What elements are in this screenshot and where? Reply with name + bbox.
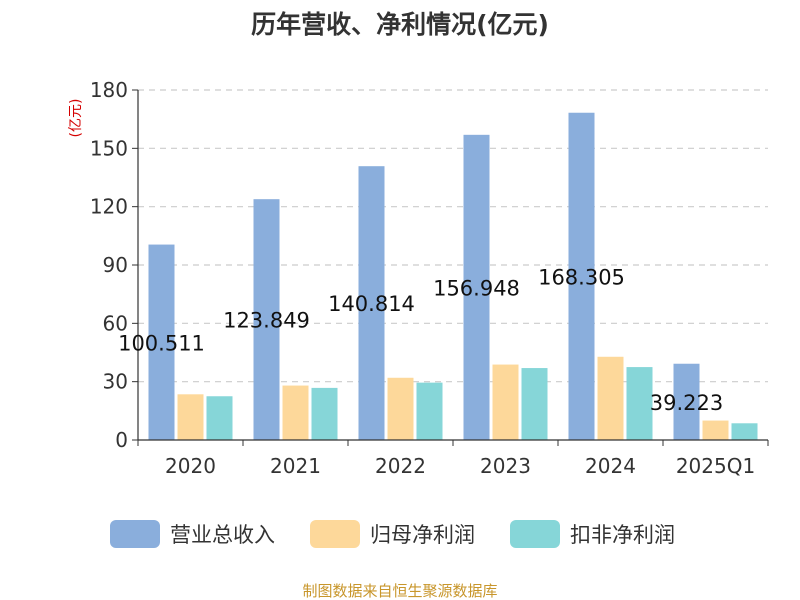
y-tick-label: 90 <box>103 253 128 277</box>
bar-2 <box>177 394 204 440</box>
tick-labels: 0 30 60 90 120 150 180 2020 2021 2022 2023 2024 2025… <box>90 78 755 478</box>
legend-label: 归母净利润 <box>370 523 475 547</box>
y-tick-label: 180 <box>90 78 128 102</box>
legend-label: 扣非净利润 <box>570 523 675 547</box>
data-label: 100.511 <box>118 331 205 355</box>
grid-lines <box>138 89 768 383</box>
x-tick-label: 2022 <box>375 454 426 478</box>
y-tick-label: 150 <box>90 136 128 160</box>
bars <box>148 112 758 440</box>
bar-2 <box>492 364 519 440</box>
x-tick-label: 2023 <box>480 454 531 478</box>
chart-title: 历年营收、净利情况(亿元) <box>251 10 549 39</box>
bar-1 <box>568 112 595 440</box>
bar-3 <box>416 382 443 440</box>
axes <box>132 89 769 446</box>
y-tick-label: 120 <box>90 195 128 219</box>
bar-1 <box>148 244 175 440</box>
bar-3 <box>626 367 653 440</box>
y-tick-label: 0 <box>115 428 128 452</box>
bar-1 <box>463 134 490 440</box>
bar-1 <box>253 199 280 440</box>
bar-3 <box>311 387 338 440</box>
legend-swatch <box>110 520 160 548</box>
x-tick-label: 2025Q1 <box>676 454 755 478</box>
bar-3 <box>206 396 233 440</box>
bar-2 <box>282 385 309 440</box>
data-label: 168.305 <box>538 265 625 289</box>
legend: 营业总收入 归母净利润 扣非净利润 <box>110 520 675 548</box>
y-axis-unit-label: (亿元) <box>68 99 84 138</box>
data-label: 156.948 <box>433 276 520 300</box>
bar-2 <box>387 377 414 440</box>
x-tick-label: 2021 <box>270 454 321 478</box>
y-tick-label: 60 <box>103 311 128 335</box>
bar-2 <box>597 356 624 440</box>
data-label: 39.223 <box>650 391 723 415</box>
data-label: 140.814 <box>328 292 415 316</box>
bar-1 <box>673 363 700 440</box>
bar-3 <box>731 423 758 440</box>
legend-label: 营业总收入 <box>170 523 275 547</box>
data-label: 123.849 <box>223 309 310 333</box>
x-tick-label: 2024 <box>585 454 636 478</box>
legend-swatch <box>310 520 360 548</box>
source-note: 制图数据来自恒生聚源数据库 <box>302 582 497 600</box>
x-tick-label: 2020 <box>165 454 216 478</box>
y-tick-label: 30 <box>103 370 128 394</box>
legend-swatch <box>510 520 560 548</box>
bar-3 <box>521 368 548 440</box>
bar-1 <box>358 166 385 440</box>
data-labels: 100.511 123.849 140.814 156.948 168.305 39.22… <box>118 265 723 414</box>
bar-2 <box>702 420 729 440</box>
